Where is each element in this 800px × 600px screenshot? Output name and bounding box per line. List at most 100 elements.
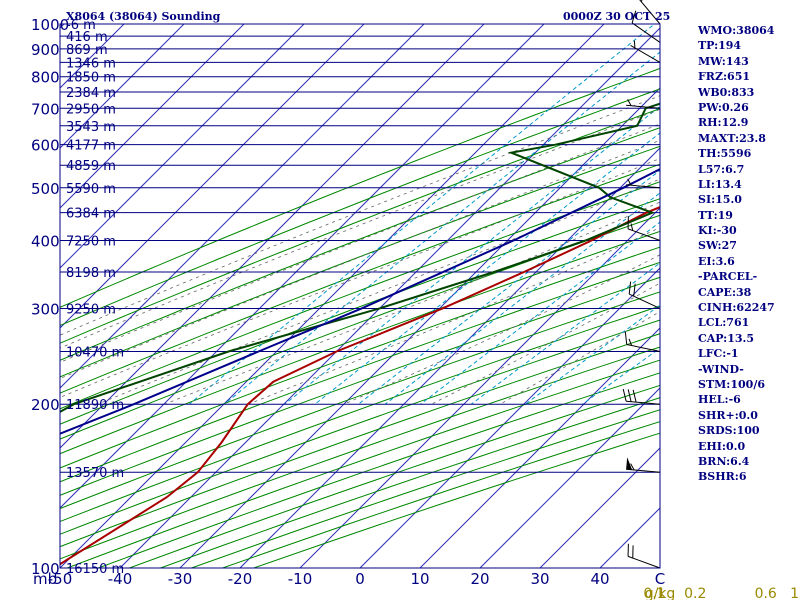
isotherm-line — [179, 87, 660, 568]
height-label: -6 m — [66, 18, 96, 33]
wind-barb-staff — [626, 468, 661, 473]
index-item: SI:15.0 — [698, 193, 742, 207]
isotherm-line — [539, 447, 660, 568]
height-label: 869 m — [66, 43, 108, 58]
height-label: 2384 m — [66, 86, 116, 101]
plot-frame — [59, 23, 661, 569]
index-item: CINH:62247 — [698, 301, 775, 315]
index-item: -PARCEL- — [698, 270, 758, 284]
wind-barb-staff — [626, 343, 661, 353]
index-item: LFC:-1 — [698, 347, 739, 361]
dry-adiabat — [60, 319, 660, 535]
temperature-tick-label: 40 — [590, 570, 609, 588]
wind-barb-feather — [628, 281, 632, 295]
dry-adiabat — [60, 145, 660, 378]
dry-adiabat — [60, 346, 660, 560]
height-label: 8198 m — [66, 266, 116, 281]
isotherm-line — [60, 24, 365, 329]
index-item: WMO:38064 — [698, 24, 775, 37]
wind-barb — [630, 40, 661, 63]
height-label: 16150 m — [66, 562, 124, 577]
wind-barb-feather — [622, 388, 627, 402]
index-item: FRZ:651 — [698, 70, 751, 84]
pressure-tick-label: 300 — [31, 300, 60, 318]
index-item: LCL:761 — [698, 316, 750, 330]
wind-barb — [626, 99, 661, 109]
temperature-profile — [60, 206, 660, 566]
wind-barb-feather — [627, 178, 632, 186]
pressure-tick-label: 100 — [31, 560, 60, 578]
index-item: CAP:13.5 — [698, 331, 755, 345]
mixing-ratio-label: 0.2 — [684, 586, 706, 600]
index-item: EHI:0.0 — [698, 439, 746, 453]
wind-barb — [627, 543, 661, 569]
index-item: TP:194 — [698, 39, 742, 53]
isotherm-line — [60, 24, 605, 568]
temperature-tick-label: -50 — [48, 570, 73, 588]
temperature-tick-label: -20 — [228, 570, 253, 588]
dry-adiabat — [60, 67, 660, 308]
moist-adiabat — [60, 158, 660, 398]
index-item: L57:6.7 — [698, 162, 745, 176]
height-label: 416 m — [66, 30, 108, 45]
station-title: X8064 (38064) Sounding — [66, 10, 221, 23]
dry-adiabat — [60, 198, 660, 425]
dry-adiabat — [60, 333, 660, 548]
height-label: 10470 m — [66, 346, 124, 361]
dry-adiabat — [60, 214, 660, 440]
dry-adiabat — [60, 276, 660, 496]
isotherm-line — [0, 24, 4, 568]
isotherm-line — [419, 327, 660, 568]
pressure-tick-label: 700 — [31, 100, 60, 118]
wind-barb-feather — [628, 338, 633, 346]
pressure-tick-label: 600 — [31, 137, 60, 155]
index-item: BRN:6.4 — [698, 454, 750, 468]
mixing-ratio-line — [188, 24, 656, 405]
height-label: 4177 m — [66, 139, 116, 154]
temperature-tick-label: -10 — [288, 570, 313, 588]
wind-barb-feather — [630, 223, 634, 231]
pressure-tick-label: 900 — [31, 41, 60, 59]
index-item: SRDS:100 — [698, 424, 760, 438]
height-label: 11890 m — [66, 398, 124, 413]
isotherm-line — [60, 24, 305, 269]
index-item: MW:143 — [698, 54, 749, 68]
wind-barb-staff — [626, 104, 661, 109]
pressure-unit-label: mb — [33, 570, 57, 588]
isotherm-line — [299, 207, 660, 568]
background-lines — [0, 24, 660, 568]
index-item: TH:5596 — [698, 147, 752, 161]
wind-barb-feather — [632, 389, 637, 403]
sounding-time: 0000Z 30 OCT 25 — [563, 10, 671, 23]
isotherm-line — [60, 24, 545, 509]
mixing-ratio-unit: g/kg — [645, 586, 676, 600]
index-item: SW:27 — [698, 239, 737, 253]
wind-barb — [628, 281, 661, 309]
temperature-tick-label: -30 — [168, 570, 193, 588]
wind-barb-pennant — [626, 457, 633, 470]
height-label: 5590 m — [66, 182, 116, 197]
mixing-ratio-line — [470, 262, 660, 405]
wind-barbs — [622, 0, 661, 569]
dry-adiabat — [60, 108, 660, 344]
wind-barb-staff — [626, 184, 661, 189]
wind-barb-staff — [627, 555, 661, 569]
index-item: LI:13.4 — [698, 177, 742, 191]
dry-adiabat — [60, 305, 660, 523]
wind-barb — [627, 216, 661, 241]
index-item: MAXT:23.8 — [698, 131, 766, 145]
pressure-tick-label: 1000 — [31, 16, 69, 34]
index-item: STM:100/6 — [698, 377, 765, 391]
mixing-ratio-label: 0.6 — [755, 586, 777, 600]
wind-barb-feather — [627, 99, 632, 106]
wind-barb-staff — [639, 0, 661, 25]
dry-adiabat — [60, 88, 660, 327]
index-item: KI:-30 — [698, 224, 737, 238]
mixing-ratio-line — [420, 221, 660, 405]
wind-barb — [624, 331, 661, 353]
dry-adiabat — [60, 291, 660, 510]
index-item: CAPE:38 — [698, 285, 752, 299]
wind-barb-staff — [627, 228, 661, 241]
